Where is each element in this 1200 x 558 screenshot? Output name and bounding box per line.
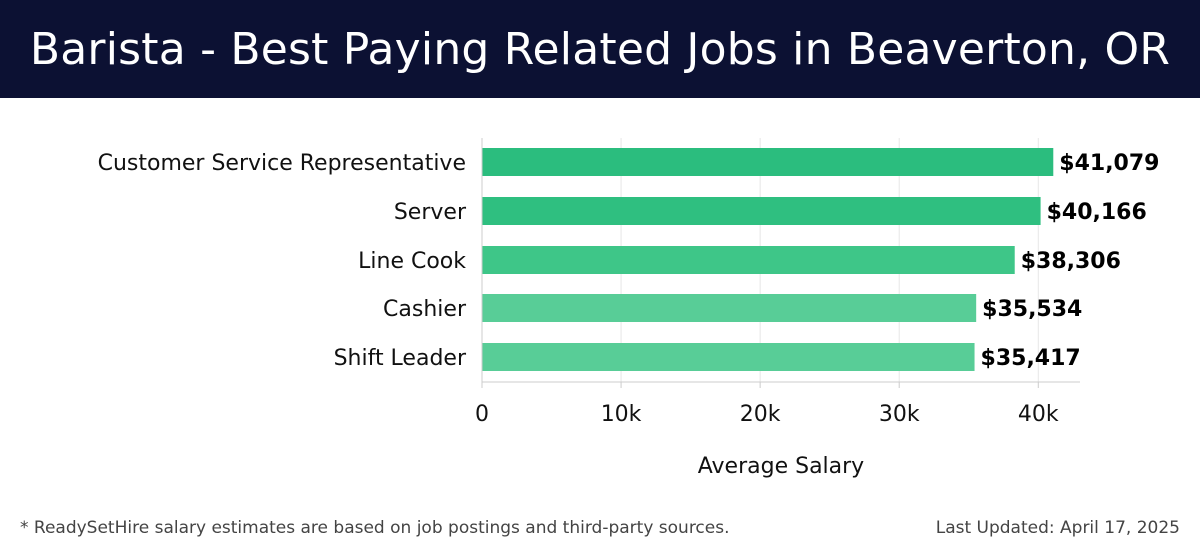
labels: Customer Service Representative $41,079 Se… bbox=[98, 151, 1160, 371]
value-label: $35,534 bbox=[982, 297, 1082, 322]
x-tick-label: 20k bbox=[740, 402, 781, 427]
bar-line-cook bbox=[482, 246, 1015, 274]
value-label: $38,306 bbox=[1021, 249, 1121, 274]
chart-title: Barista - Best Paying Related Jobs in Be… bbox=[29, 23, 1171, 75]
last-updated: Last Updated: April 17, 2025 bbox=[935, 518, 1180, 538]
chart-header: Barista - Best Paying Related Jobs in Be… bbox=[0, 0, 1200, 98]
value-label: $41,079 bbox=[1059, 151, 1159, 176]
bar-cashier bbox=[482, 294, 977, 322]
category-label: Shift Leader bbox=[334, 346, 467, 371]
x-tick-label: 10k bbox=[601, 402, 642, 427]
x-tick-label: 0 bbox=[475, 402, 489, 427]
x-tick-label: 30k bbox=[879, 402, 920, 427]
x-axis-title: Average Salary bbox=[698, 454, 864, 479]
category-label: Line Cook bbox=[358, 249, 466, 274]
x-axis: 0 10k 20k 30k 40k Average Salary bbox=[475, 138, 1080, 479]
value-label: $35,417 bbox=[981, 346, 1081, 371]
bar-customer-service-representative bbox=[482, 148, 1054, 176]
x-tick-label: 40k bbox=[1018, 402, 1059, 427]
bars bbox=[482, 148, 1054, 371]
bar-shift-leader bbox=[482, 343, 975, 371]
category-label: Server bbox=[394, 200, 467, 225]
footer-note: * ReadySetHire salary estimates are base… bbox=[20, 518, 730, 538]
category-label: Customer Service Representative bbox=[98, 151, 466, 176]
bar-server bbox=[482, 197, 1041, 225]
category-label: Cashier bbox=[383, 297, 467, 322]
value-label: $40,166 bbox=[1047, 200, 1147, 225]
